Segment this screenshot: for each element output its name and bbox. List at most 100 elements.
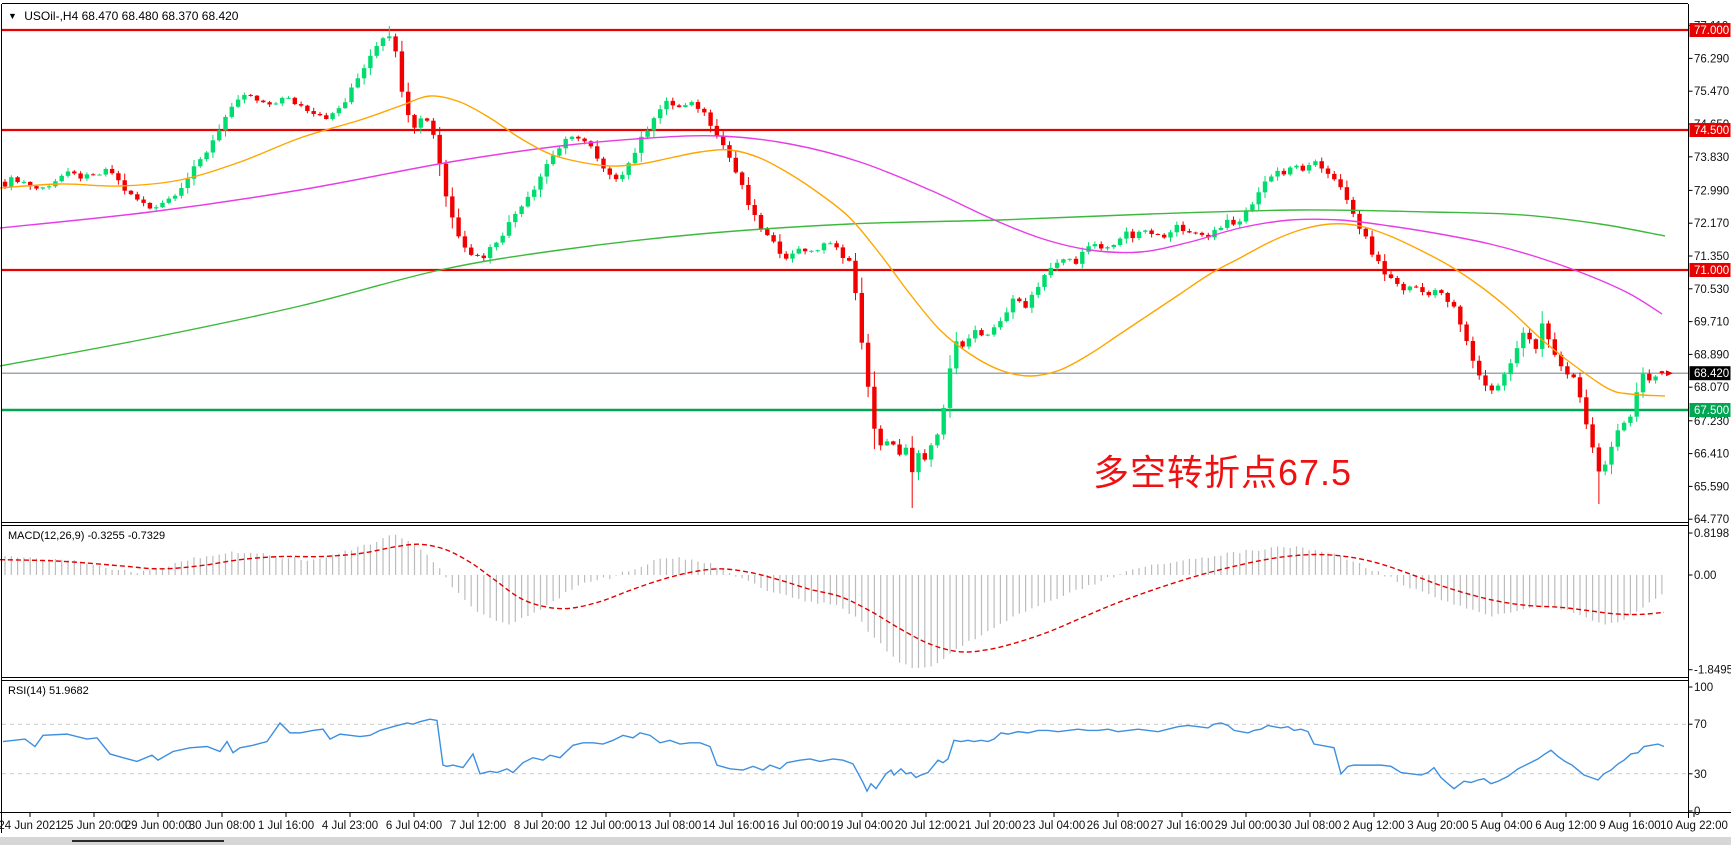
candle — [1640, 367, 1646, 398]
candle — [1237, 218, 1242, 228]
candle — [217, 124, 222, 142]
candle — [872, 371, 877, 450]
price-line-label-74.500: 74.500 — [1689, 123, 1731, 137]
candle — [947, 355, 953, 418]
candle — [1036, 282, 1041, 299]
candle — [1187, 228, 1192, 234]
symbol-dropdown-icon[interactable]: ▼ — [8, 11, 17, 21]
candle — [141, 196, 146, 207]
candle — [733, 151, 738, 174]
candle — [658, 104, 663, 124]
candle — [1306, 162, 1312, 174]
candle — [1647, 369, 1652, 384]
candle — [1414, 284, 1419, 289]
candle — [1628, 414, 1633, 427]
ohlc-low: 68.370 — [161, 9, 199, 23]
scrollbar-thumb[interactable] — [72, 840, 224, 842]
candle — [1180, 221, 1186, 235]
candle — [154, 204, 159, 211]
candle — [891, 440, 896, 446]
ma-medium-magenta — [0, 134, 1663, 315]
horizontal-scrollbar[interactable] — [0, 837, 1731, 845]
candle — [116, 170, 121, 185]
candle — [254, 94, 260, 104]
price-tick-label: 66.410 — [1694, 449, 1729, 461]
candle — [752, 199, 757, 222]
candle — [437, 127, 442, 177]
candle — [1508, 359, 1513, 381]
candle — [1325, 165, 1331, 179]
candle — [1369, 230, 1375, 258]
candle — [1124, 227, 1129, 244]
candle — [1477, 355, 1482, 380]
price-tick-label: 75.470 — [1694, 86, 1729, 98]
candle — [1502, 372, 1507, 391]
candle — [960, 340, 965, 350]
candle — [991, 324, 997, 337]
candle — [1099, 241, 1104, 251]
price-tick-label: 73.830 — [1694, 152, 1729, 164]
candle — [462, 230, 468, 253]
candle — [632, 147, 638, 166]
candle — [122, 173, 127, 195]
svg-text:67.500: 67.500 — [1694, 405, 1729, 417]
rsi-tick-label: 30 — [1694, 769, 1707, 781]
price-tick-label: 68.070 — [1694, 382, 1729, 394]
candle — [1363, 227, 1368, 239]
candle — [790, 250, 795, 263]
candle — [1073, 256, 1079, 265]
macd-panel-layer — [0, 534, 1665, 669]
time-tick-label: 14 Jul 16:00 — [703, 820, 766, 832]
candle — [305, 104, 310, 114]
candle — [903, 444, 909, 456]
candle — [1193, 231, 1198, 235]
time-tick-label: 1 Jul 16:00 — [258, 820, 314, 832]
candle — [840, 244, 846, 264]
macd-tick-label: -1.8495 — [1694, 665, 1731, 677]
candle — [65, 168, 71, 178]
candle — [1130, 228, 1135, 243]
candle — [834, 240, 839, 251]
candle — [72, 170, 77, 175]
candle — [97, 173, 102, 176]
frame-layer — [0, 3, 1731, 833]
candle — [613, 172, 619, 182]
candle — [242, 92, 247, 104]
candle — [809, 250, 814, 253]
candle — [343, 98, 348, 109]
ma-slow-green — [0, 209, 1666, 367]
candle — [1533, 338, 1539, 354]
candle — [1004, 307, 1009, 323]
rsi-indicator-label: RSI(14) 51.9682 — [8, 685, 89, 697]
candle — [34, 185, 39, 191]
candle — [1136, 230, 1142, 241]
candle — [1464, 321, 1469, 346]
candle — [1212, 226, 1217, 241]
candle — [884, 438, 890, 447]
candle — [1029, 291, 1035, 314]
candle — [1546, 320, 1551, 348]
candle — [1659, 370, 1665, 376]
candle — [286, 96, 291, 99]
candle — [418, 115, 423, 134]
current-price-arrow-icon — [1666, 370, 1673, 377]
candle — [695, 99, 701, 113]
candle — [1451, 299, 1457, 309]
candle — [40, 186, 45, 191]
candle — [223, 114, 228, 137]
candle — [708, 109, 713, 133]
candle — [821, 242, 827, 254]
svg-text:71.000: 71.000 — [1694, 265, 1729, 277]
candle — [46, 184, 52, 190]
time-tick-label: 5 Aug 04:00 — [1471, 820, 1532, 832]
candle — [1514, 340, 1520, 368]
macd-signal-line — [0, 543, 1665, 653]
candle — [1351, 196, 1356, 218]
candle — [280, 96, 285, 107]
time-tick-label: 6 Jul 04:00 — [386, 820, 442, 832]
candle — [9, 175, 14, 191]
candle — [1458, 304, 1463, 332]
ohlc-high: 68.480 — [121, 9, 159, 23]
